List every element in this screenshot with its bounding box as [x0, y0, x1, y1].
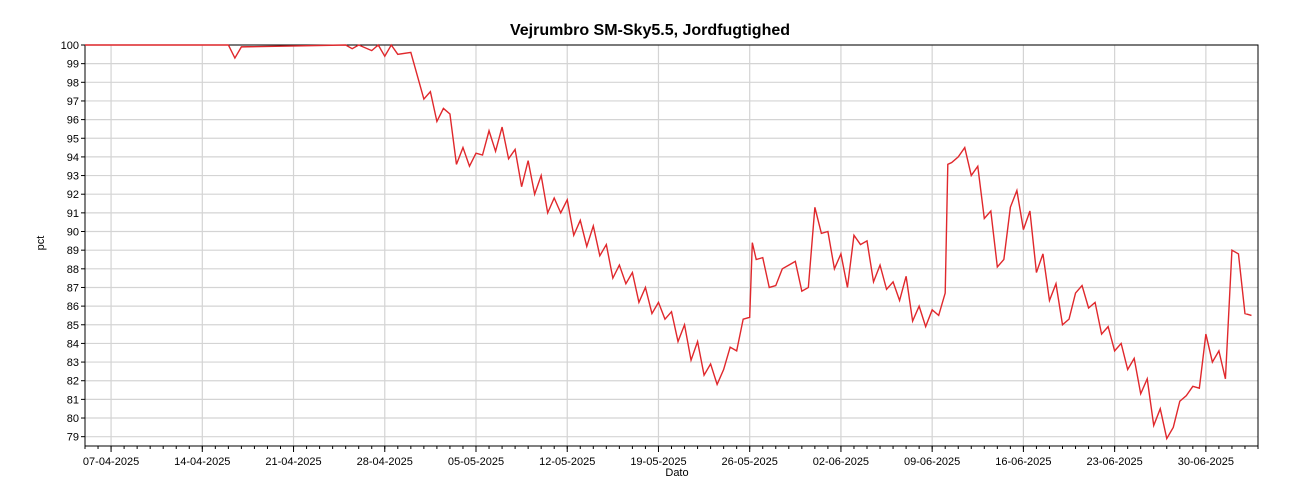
x-tick-label: 21-04-2025	[265, 456, 321, 468]
y-tick-label: 90	[67, 227, 79, 239]
x-tick-label: 12-05-2025	[539, 456, 595, 468]
x-tick-label: 28-04-2025	[357, 456, 413, 468]
grid	[85, 44, 1258, 446]
y-tick-label: 80	[67, 413, 79, 425]
y-tick-label: 86	[67, 301, 79, 313]
y-tick-label: 89	[67, 245, 79, 257]
y-tick-label: 97	[67, 96, 79, 108]
x-tick-label: 30-06-2025	[1178, 456, 1234, 468]
y-tick-label: 83	[67, 357, 79, 369]
y-tick-label: 93	[67, 171, 79, 183]
y-tick-label: 79	[67, 432, 79, 444]
y-tick-label: 92	[67, 189, 79, 201]
y-tick-label: 87	[67, 282, 79, 294]
series-line	[85, 43, 1252, 441]
y-tick-label: 82	[67, 376, 79, 388]
x-axis-label: Dato	[665, 467, 688, 479]
x-tick-label: 26-05-2025	[722, 456, 778, 468]
x-tick-label: 09-06-2025	[904, 456, 960, 468]
chart-title: Vejrumbro SM-Sky5.5, Jordfugtighed	[510, 22, 790, 39]
y-tick-label: 91	[67, 208, 79, 220]
y-tick-label: 81	[67, 394, 79, 406]
plot-frame	[84, 44, 1259, 447]
y-tick-label: 88	[67, 264, 79, 276]
y-axis-ticks: 79 80 81 82 83 84 85 86 87 88 89 90 91 92 93 94 95 96 97 98…	[61, 40, 85, 444]
x-tick-label: 23-06-2025	[1086, 456, 1142, 468]
y-tick-label: 94	[67, 152, 79, 164]
y-tick-label: 96	[67, 115, 79, 127]
x-axis-ticks: 07-04-2025 14-04-2025 21-04-2025 28-04-2025…	[83, 446, 1259, 468]
y-tick-label: 98	[67, 77, 79, 89]
x-tick-label: 16-06-2025	[995, 456, 1051, 468]
x-tick-label: 14-04-2025	[174, 456, 230, 468]
x-tick-label: 07-04-2025	[83, 456, 139, 468]
x-tick-label: 19-05-2025	[630, 456, 686, 468]
y-tick-label: 99	[67, 59, 79, 71]
y-tick-label: 100	[61, 40, 79, 52]
y-tick-label: 84	[67, 338, 79, 350]
y-axis-label: pct	[35, 236, 47, 251]
y-tick-label: 85	[67, 320, 79, 332]
x-tick-label: 02-06-2025	[813, 456, 869, 468]
x-tick-label: 05-05-2025	[448, 456, 504, 468]
y-tick-label: 95	[67, 133, 79, 145]
